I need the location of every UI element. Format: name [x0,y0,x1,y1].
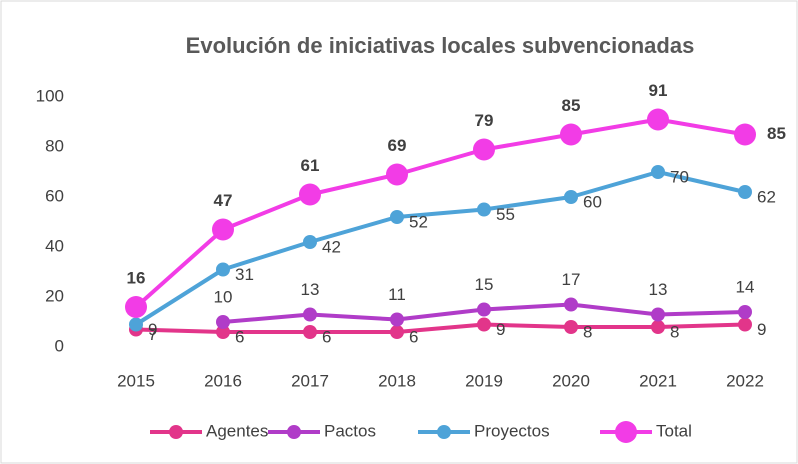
data-label: 13 [649,280,668,299]
legend-label: Total [656,421,692,440]
y-tick-label: 80 [45,136,64,155]
marker [303,325,317,339]
marker [386,163,408,186]
marker [738,317,752,332]
data-label: 9 [496,320,505,339]
marker [390,325,404,339]
data-label: 6 [322,327,331,346]
marker [477,317,491,332]
data-label: 69 [388,136,407,155]
chart-title: Evolución de iniciativas locales subvenc… [186,33,695,58]
data-label: 9 [148,320,157,339]
data-label: 9 [757,320,766,339]
marker [212,218,234,241]
x-tick-label: 2022 [726,371,764,390]
data-label: 14 [736,277,755,296]
data-label: 79 [475,111,494,130]
x-tick-label: 2016 [204,371,242,390]
marker [216,325,230,339]
marker [477,202,491,217]
legend-label: Proyectos [474,421,550,440]
data-label: 8 [583,322,592,341]
legend-label: Pactos [324,421,376,440]
marker [734,123,756,146]
y-tick-label: 20 [45,286,64,305]
marker [564,320,578,334]
marker [477,302,491,317]
data-label: 62 [757,187,776,206]
legend-marker [615,421,637,443]
x-tick-label: 2021 [639,371,677,390]
marker [651,165,665,179]
x-tick-label: 2020 [552,371,590,390]
data-label: 85 [767,124,786,143]
marker [651,320,665,334]
data-label: 10 [214,287,233,306]
y-tick-label: 100 [36,86,64,105]
x-tick-label: 2017 [291,371,329,390]
x-tick-label: 2015 [117,371,155,390]
data-label: 52 [409,212,428,231]
x-tick-label: 2019 [465,371,503,390]
series-line [135,322,746,334]
data-label: 17 [562,270,581,289]
data-label: 11 [388,285,406,304]
marker [647,108,669,131]
x-tick-label: 2018 [378,371,416,390]
data-label: 42 [322,237,341,256]
marker [473,138,495,161]
marker [299,183,321,206]
series-line [134,117,746,309]
series-line [134,170,746,327]
y-tick-label: 0 [55,336,64,355]
data-label: 6 [409,327,418,346]
marker [216,262,230,277]
marker [738,185,752,199]
marker [216,315,230,329]
legend-marker [169,425,183,439]
data-label: 91 [649,81,668,100]
data-label: 61 [301,156,320,175]
data-label: 55 [496,205,515,224]
marker [560,123,582,146]
data-label: 60 [583,192,602,211]
marker [129,317,143,332]
legend-marker [287,425,301,439]
data-label: 70 [670,167,689,186]
data-label: 6 [235,327,244,346]
y-tick-label: 60 [45,186,64,205]
marker [564,297,578,312]
marker [390,210,404,224]
data-label: 8 [670,322,679,341]
y-tick-label: 40 [45,236,64,255]
marker [390,312,404,327]
data-label: 85 [562,96,581,115]
data-label: 31 [235,265,254,284]
legend-label: Agentes [206,421,268,440]
data-label: 15 [475,275,494,294]
marker [738,305,752,319]
marker [564,190,578,204]
data-label: 13 [301,280,320,299]
marker [651,307,665,322]
data-label: 16 [127,268,146,287]
marker [303,307,317,322]
marker [125,296,147,318]
marker [303,235,317,249]
data-label: 7 [148,325,157,344]
legend-marker [437,425,451,439]
data-label: 47 [214,191,233,210]
